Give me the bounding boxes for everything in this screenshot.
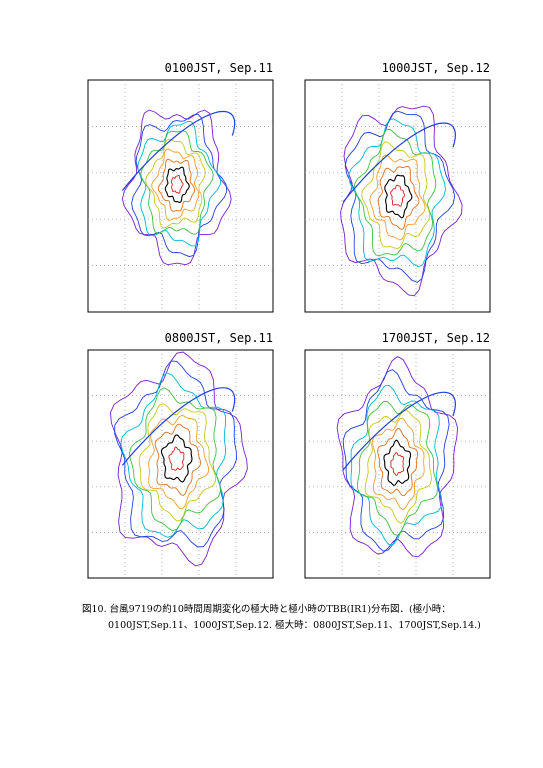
- contour: [384, 174, 413, 219]
- contour: [364, 409, 432, 524]
- contour: [120, 372, 227, 538]
- rainband: [121, 110, 236, 191]
- contour: [383, 439, 412, 487]
- rainband: [121, 387, 236, 466]
- panel: [304, 349, 491, 579]
- contour: [158, 158, 196, 212]
- panel: [87, 349, 274, 579]
- contour: [372, 417, 425, 511]
- panel-title: 1700JST, Sep.12: [382, 331, 490, 345]
- contour: [137, 121, 221, 247]
- panel: [304, 79, 491, 313]
- contour: [164, 166, 190, 204]
- panel-frame: [304, 79, 491, 313]
- panel-frame: [87, 349, 274, 579]
- contour: [160, 434, 193, 483]
- contour: [170, 174, 184, 194]
- contour: [356, 401, 438, 536]
- contour: [344, 110, 456, 283]
- panel-frame: [87, 79, 274, 313]
- contour: [340, 105, 463, 297]
- contour: [348, 118, 446, 268]
- panel-title: 1000JST, Sep.12: [382, 61, 490, 75]
- contour: [148, 414, 210, 510]
- contour: [342, 369, 450, 552]
- contour: [168, 446, 185, 471]
- contour: [377, 166, 420, 230]
- panel: [87, 79, 274, 313]
- contour: [336, 355, 459, 558]
- contour: [128, 387, 222, 532]
- contour: [390, 184, 405, 207]
- contour: [390, 451, 405, 476]
- contour: [138, 403, 216, 522]
- contour: [110, 351, 248, 567]
- caption-line: 図10. 台風9719の約10時間周期変化の極大時と極小時のTBB(IR1)分布…: [82, 603, 451, 615]
- contour: [154, 423, 202, 497]
- caption-line: 0100JST,Sep.11、1000JST,Sep.12. 極大時：0800J…: [108, 619, 481, 631]
- contour: [350, 384, 442, 545]
- rainband: [342, 391, 457, 471]
- panel-title: 0800JST, Sep.11: [165, 331, 273, 345]
- panel-frame: [304, 349, 491, 579]
- contour: [369, 154, 426, 241]
- contour: [145, 138, 206, 229]
- contour: [121, 109, 232, 266]
- panel-title: 0100JST, Sep.11: [165, 61, 273, 75]
- contour: [140, 130, 214, 235]
- contour: [354, 129, 437, 256]
- contour: [114, 360, 237, 548]
- rainband: [342, 122, 457, 203]
- contour: [151, 148, 200, 221]
- contour: [377, 428, 418, 497]
- contour: [361, 141, 431, 250]
